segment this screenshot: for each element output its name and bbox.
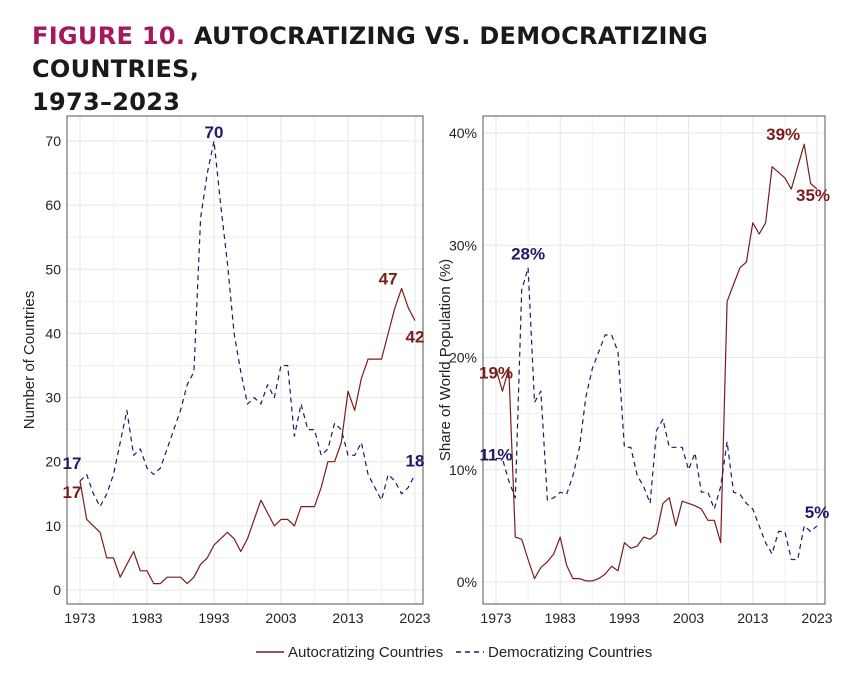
plot-frame — [482, 115, 826, 605]
y-tick-label: 10 — [45, 518, 61, 534]
plot-frame — [66, 115, 424, 605]
x-tick-label: 1983 — [545, 610, 576, 626]
legend-label-democratizing: Democratizing Countries — [488, 644, 652, 661]
data-label: 28% — [511, 245, 545, 264]
legend: Autocratizing Countries Democratizing Cou… — [256, 644, 652, 661]
x-tick-label: 1973 — [64, 610, 95, 626]
data-label: 5% — [805, 503, 830, 522]
y-tick-label: 30% — [449, 237, 477, 253]
series-line-autocratizing — [495, 143, 818, 582]
series-line-democratizing — [79, 140, 416, 508]
y-axis-label: Share of World Population (%) — [437, 259, 454, 461]
y-tick-label: 60 — [45, 197, 61, 213]
y-axis-label: Number of Countries — [21, 291, 38, 429]
x-tick-label: 2003 — [265, 610, 296, 626]
y-tick-label: 40% — [449, 125, 477, 141]
series-line-autocratizing — [79, 287, 416, 585]
legend-label-autocratizing: Autocratizing Countries — [288, 644, 443, 661]
y-tick-label: 40 — [45, 325, 61, 341]
data-label: 35% — [796, 186, 830, 205]
x-tick-label: 1993 — [198, 610, 229, 626]
gridlines — [483, 116, 825, 604]
x-tick-label: 1973 — [480, 610, 511, 626]
y-tick-label: 20 — [45, 454, 61, 470]
figure-title-text: AUTOCRATIZING VS. DEMOCRATIZING COUNTRIE… — [32, 22, 709, 83]
figure-label: FIGURE 10. — [32, 22, 186, 50]
series-line-democratizing — [496, 267, 818, 561]
x-tick-label: 2003 — [673, 610, 704, 626]
y-tick-label: 50 — [45, 261, 61, 277]
data-label: 18 — [406, 452, 425, 471]
data-label: 11% — [479, 446, 512, 465]
x-tick-label: 2023 — [399, 610, 430, 626]
y-tick-label: 20% — [449, 350, 477, 366]
gridlines — [67, 116, 423, 604]
y-tick-label: 10% — [449, 462, 477, 478]
x-tick-label: 1983 — [131, 610, 162, 626]
x-tick-label: 2013 — [332, 610, 363, 626]
data-label: 19% — [479, 364, 513, 383]
y-tick-label: 0 — [53, 582, 61, 598]
figure-title-years: 1973–2023 — [32, 88, 181, 116]
data-label: 17 — [63, 483, 82, 502]
data-label: 17 — [63, 454, 82, 473]
x-tick-label: 2023 — [801, 610, 832, 626]
data-label: 42 — [406, 328, 425, 347]
data-label: 70 — [205, 123, 224, 142]
x-tick-label: 2013 — [737, 610, 768, 626]
x-tick-label: 1993 — [609, 610, 640, 626]
y-tick-label: 0% — [457, 574, 477, 590]
chart-panel-population: 0% 10% 20% 30% 40% 1973 1983 1993 2003 2013 2023 Sh… — [437, 115, 833, 626]
y-tick-label: 70 — [45, 133, 61, 149]
figure-title: FIGURE 10. AUTOCRATIZING VS. DEMOCRATIZI… — [32, 20, 852, 119]
data-label: 39% — [766, 125, 800, 144]
y-tick-label: 30 — [45, 390, 61, 406]
data-label: 47 — [379, 270, 398, 289]
chart-panel-countries: 0 10 20 30 40 50 60 70 1973 1983 1993 2003 2013 2023 N… — [21, 115, 431, 626]
